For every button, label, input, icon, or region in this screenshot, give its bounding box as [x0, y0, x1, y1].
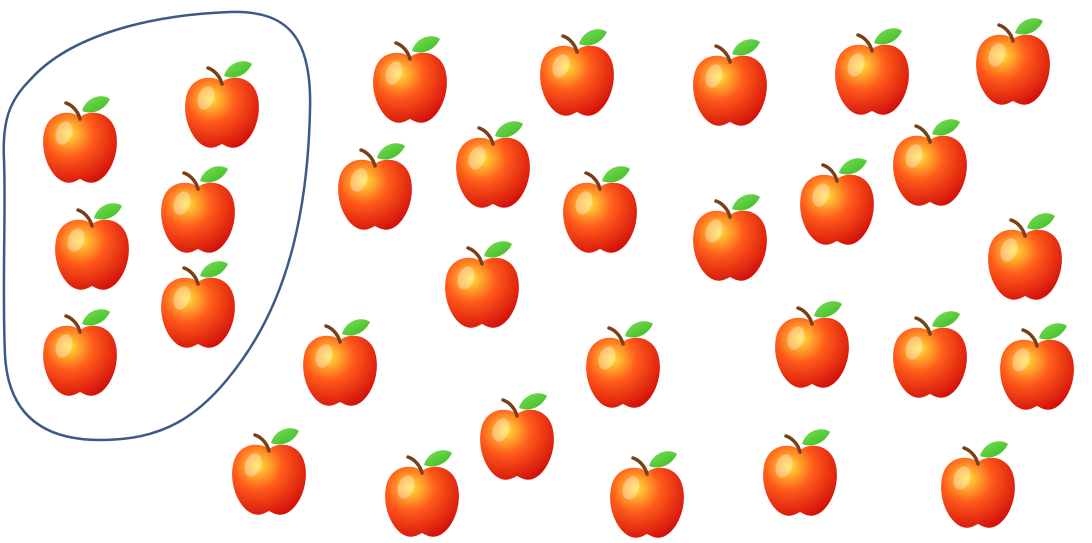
loose-apple-icon [833, 26, 911, 117]
apples-inside-outline [41, 59, 261, 398]
loose-apple-icon [478, 391, 556, 482]
loose-apple-icon [584, 319, 662, 410]
grouped-apple-icon [53, 201, 131, 292]
loose-apple-icon [230, 426, 308, 517]
loose-apple-icon [383, 448, 461, 539]
loose-apple-icon [974, 16, 1052, 107]
loose-apple-icon [986, 211, 1064, 302]
grouped-apple-icon [159, 164, 237, 255]
apples-outside-outline [230, 16, 1076, 540]
grouped-apple-icon [41, 94, 119, 185]
loose-apple-icon [301, 317, 379, 408]
loose-apple-icon [443, 239, 521, 330]
loose-apple-icon [608, 449, 686, 540]
grouped-apple-icon [159, 259, 237, 350]
loose-apple-icon [939, 439, 1017, 530]
loose-apple-icon [371, 34, 449, 125]
loose-apple-icon [891, 117, 969, 208]
loose-apple-icon [773, 299, 851, 390]
loose-apple-icon [891, 309, 969, 400]
loose-apple-icon [561, 164, 639, 255]
grouped-apple-icon [183, 59, 261, 150]
loose-apple-icon [336, 141, 414, 232]
loose-apple-icon [454, 119, 532, 210]
loose-apple-icon [538, 27, 616, 118]
loose-apple-icon [798, 156, 876, 247]
loose-apple-icon [761, 427, 839, 518]
grouped-apple-icon [41, 307, 119, 398]
group-outline [2, 10, 312, 442]
loose-apple-icon [691, 37, 769, 128]
loose-apple-icon [691, 192, 769, 283]
loose-apple-icon [998, 321, 1076, 412]
